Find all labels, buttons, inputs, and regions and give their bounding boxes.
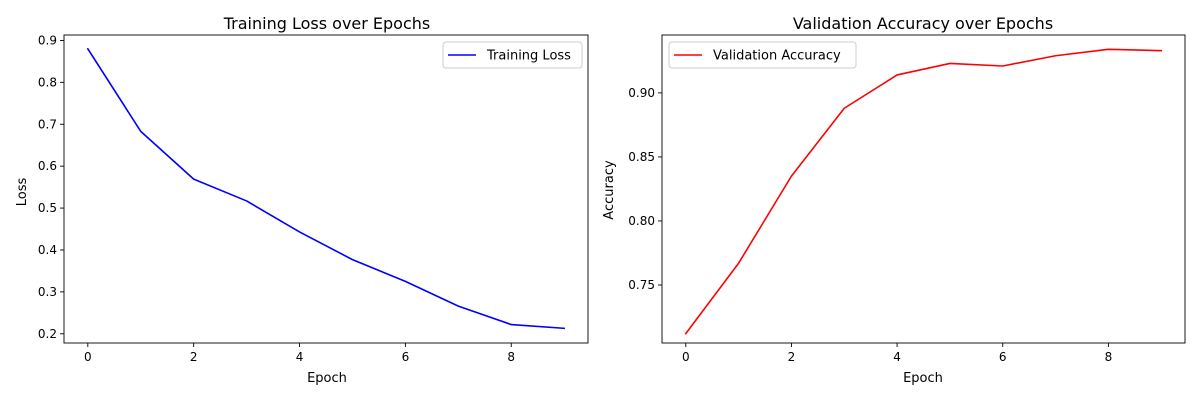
y-tick-label: 0.9 bbox=[38, 33, 57, 47]
legend-box bbox=[668, 41, 857, 69]
y-tick-label: 0.4 bbox=[38, 243, 57, 257]
x-tick-label: 2 bbox=[788, 350, 796, 364]
y-tick-label: 0.80 bbox=[628, 214, 655, 228]
x-tick-label: 6 bbox=[999, 350, 1007, 364]
x-tick-label: 2 bbox=[190, 350, 198, 364]
y-axis-label: Loss bbox=[15, 178, 30, 207]
y-tick-label: 0.3 bbox=[38, 285, 57, 299]
y-tick-label: 0.8 bbox=[38, 75, 57, 89]
y-tick-label: 0.2 bbox=[38, 327, 57, 341]
x-tick-label: 4 bbox=[296, 350, 304, 364]
plot-area: 0 2 4 6 8 0.75 0.80 0.85 0.90 Validation Accuracy bbox=[628, 34, 1186, 364]
legend-label: Validation Accuracy bbox=[713, 49, 841, 64]
chart-training-loss: Training Loss over Epochs Epoch Loss 0 2 4… bbox=[15, 14, 589, 386]
y-tick-label: 0.7 bbox=[38, 117, 57, 131]
y-tick-label: 0.85 bbox=[628, 150, 655, 164]
x-tick-label: 8 bbox=[1105, 350, 1113, 364]
x-tick-label: 0 bbox=[682, 350, 690, 364]
x-tick-label: 4 bbox=[893, 350, 901, 364]
y-tick-label: 0.6 bbox=[38, 159, 57, 173]
chart-title: Training Loss over Epochs bbox=[223, 14, 431, 33]
x-tick-label: 0 bbox=[84, 350, 92, 364]
x-axis-label: Epoch bbox=[903, 371, 943, 386]
series-line bbox=[86, 47, 566, 330]
y-axis-label: Accuracy bbox=[602, 160, 617, 220]
y-tick-label: 0.90 bbox=[628, 86, 655, 100]
x-tick-label: 6 bbox=[402, 350, 410, 364]
series-line bbox=[684, 48, 1163, 335]
y-tick-label: 0.5 bbox=[38, 201, 57, 215]
y-tick-label: 0.75 bbox=[628, 278, 655, 292]
legend: Validation Accuracy bbox=[668, 41, 857, 69]
chart-validation-accuracy: Validation Accuracy over Epochs Epoch Ac… bbox=[602, 14, 1186, 386]
legend-label: Training Loss bbox=[486, 49, 571, 64]
x-axis-label: Epoch bbox=[307, 371, 347, 386]
axes-frame bbox=[63, 34, 589, 344]
axes-frame bbox=[661, 34, 1186, 344]
legend: Training Loss bbox=[442, 41, 583, 69]
x-tick-label: 8 bbox=[507, 350, 515, 364]
chart-title: Validation Accuracy over Epochs bbox=[793, 14, 1053, 33]
legend-box bbox=[442, 41, 583, 69]
plot-area: 0 2 4 6 8 0.2 0.3 0.4 0.5 0.6 0.7 0.8 0.9 Training Lo… bbox=[38, 33, 589, 364]
